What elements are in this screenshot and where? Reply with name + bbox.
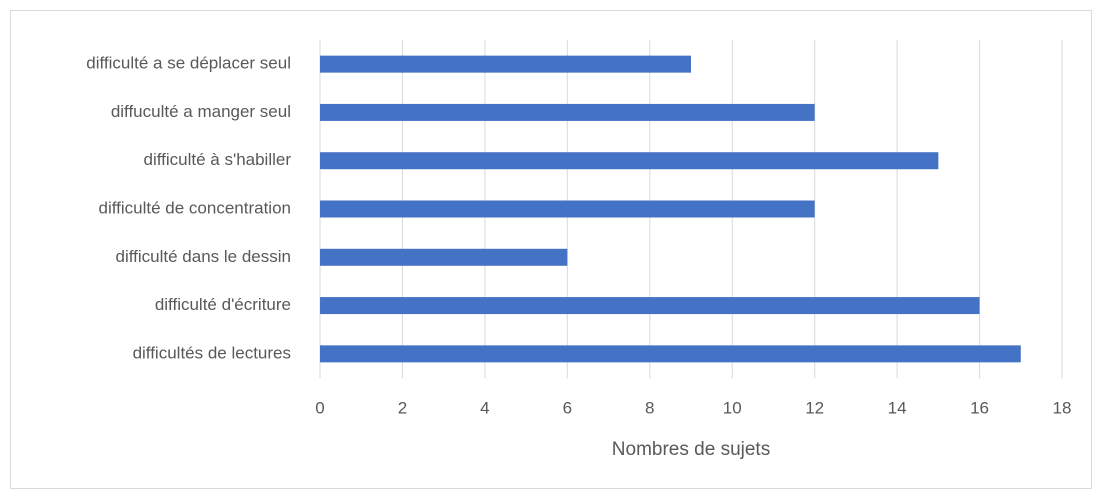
y-tick-label: diffuculté a manger seul [111,102,291,121]
x-tick-label: 18 [1053,398,1072,417]
x-tick-label: 10 [723,398,742,417]
y-tick-label: difficulté de concentration [99,198,291,217]
x-tick-label: 0 [315,398,324,417]
x-tick-label: 14 [888,398,907,417]
x-tick-label: 6 [563,398,572,417]
bar [320,55,691,73]
y-tick-label: difficulté d'écriture [155,295,291,314]
x-axis-label: Nombres de sujets [612,439,770,460]
y-tick-label: difficultés de lectures [133,343,291,362]
y-tick-label: difficulté dans le dessin [116,247,291,266]
bar [320,152,939,170]
y-tick-label: difficulté a se déplacer seul [86,54,291,73]
x-tick-label: 8 [645,398,654,417]
bar [320,345,1021,363]
bar [320,200,815,218]
bar [320,103,815,121]
x-tick-label: 16 [970,398,989,417]
x-tick-label: 4 [480,398,489,417]
x-tick-label: 12 [805,398,824,417]
bar [320,297,980,315]
x-tick-label: 2 [398,398,407,417]
bar [320,248,568,266]
y-tick-label: difficulté à s'habiller [143,150,291,169]
